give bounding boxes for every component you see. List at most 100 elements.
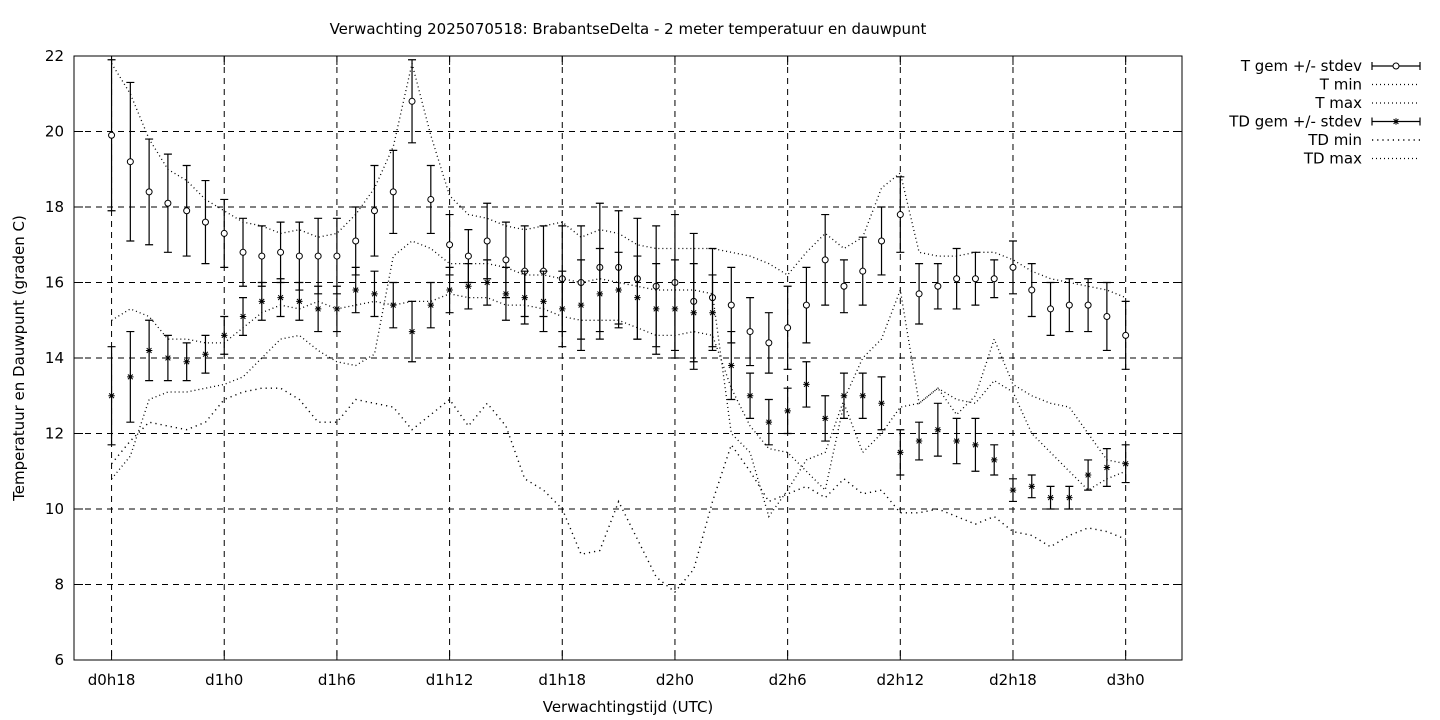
t-mean-point — [333, 252, 341, 260]
t-mean-point — [727, 301, 735, 309]
t-mean-point — [896, 211, 904, 219]
td-mean-point — [1103, 464, 1111, 471]
td-mean-point — [840, 392, 848, 399]
grid — [74, 56, 1182, 660]
t-mean-point — [145, 188, 153, 196]
legend-label: T max — [1314, 94, 1362, 112]
t-mean-point — [314, 252, 322, 260]
t-mean-point — [483, 237, 491, 245]
t-mean-point — [1103, 312, 1111, 320]
td-mean-point — [145, 347, 153, 354]
t-mean-point — [878, 237, 886, 245]
td-mean-point — [821, 415, 829, 422]
t-mean-point — [352, 237, 360, 245]
td-mean-point — [878, 400, 885, 407]
t-mean-point — [389, 188, 397, 196]
td-mean-point — [483, 279, 491, 286]
t-mean-point — [1047, 305, 1055, 313]
t-mean-point — [971, 275, 979, 283]
t-mean-point — [1084, 301, 1092, 309]
y-tick-label: 16 — [45, 274, 64, 292]
y-tick-label: 10 — [45, 500, 64, 518]
td-mean-point — [1122, 460, 1129, 467]
legend-label: T min — [1319, 76, 1362, 94]
td-mean-point — [859, 392, 866, 399]
td-mean-point — [803, 381, 810, 388]
data-markers — [107, 59, 1130, 510]
td-mean-point — [239, 313, 247, 320]
t-mean-point — [108, 131, 116, 139]
td-mean-point — [765, 418, 773, 426]
td-mean-point — [540, 298, 547, 305]
t-mean-point — [502, 256, 510, 264]
td-mean-point — [991, 456, 998, 464]
td-mean-point — [1047, 494, 1054, 501]
td-mean-point — [577, 301, 585, 309]
td-mean-point — [915, 437, 923, 445]
td-mean-point — [277, 294, 284, 301]
td-mean-point — [652, 305, 660, 313]
y-axis-label: Temperatuur en Dauwpunt (graden C) — [10, 215, 28, 502]
t-mean-point — [183, 207, 191, 215]
td-mean-point — [314, 305, 322, 313]
t-mean-point — [1065, 301, 1073, 309]
t-mean-point — [746, 328, 754, 336]
x-tick-label: d2h12 — [876, 671, 924, 689]
td-mean-point — [953, 437, 960, 445]
td-mean-point — [671, 305, 679, 313]
t-mean-point — [821, 256, 829, 264]
legend-marker — [1392, 118, 1400, 125]
td-mean-point — [465, 283, 472, 290]
legend-marker — [1392, 62, 1400, 70]
td-mean-point — [446, 286, 453, 294]
y-tick-label: 12 — [45, 425, 64, 443]
y-tick-label: 14 — [45, 349, 64, 367]
x-tick-label: d2h6 — [769, 671, 807, 689]
td-mean-point — [408, 328, 416, 335]
td-mean-point — [690, 309, 697, 316]
td-mean-point — [502, 290, 510, 298]
td-mean-point — [296, 298, 303, 305]
t-mean-point — [370, 207, 378, 215]
axis-ticks: 6 8 10 12 14 16 18 20 22 d0h18 d1h0 d1h6 d1h12 d1h18 d… — [45, 47, 1182, 689]
legend-label: T gem +/- stdev — [1240, 57, 1362, 75]
td-mean-point — [615, 286, 622, 294]
td-mean-point — [352, 286, 359, 294]
t-mean-point — [1122, 331, 1130, 339]
td-mean-point — [127, 373, 134, 381]
t-mean-point — [953, 275, 961, 283]
y-tick-label: 20 — [45, 123, 64, 141]
t-mean-point — [1028, 286, 1036, 294]
td-mean-point — [728, 362, 735, 369]
legend-label: TD min — [1307, 131, 1362, 149]
td-mean-point — [897, 449, 904, 456]
x-tick-label: d1h6 — [318, 671, 356, 689]
td-mean-point — [709, 309, 716, 316]
y-tick-label: 22 — [45, 47, 64, 65]
t-mean-point — [295, 252, 303, 260]
x-tick-label: d3h0 — [1107, 671, 1145, 689]
t-mean-point — [277, 248, 285, 256]
td-mean-point — [634, 294, 641, 301]
t-mean-point — [840, 282, 848, 290]
t-mean-point — [1009, 263, 1017, 271]
td-mean-point — [1084, 471, 1092, 479]
t-mean-point — [258, 252, 266, 260]
t-mean-point — [990, 275, 998, 283]
td-mean-point — [1009, 486, 1017, 494]
t-mean-point — [126, 158, 134, 166]
plot-frame — [73, 55, 1183, 661]
td-mean-point — [1066, 494, 1073, 501]
td-mean-point — [371, 290, 378, 298]
x-axis-label: Verwachtingstijd (UTC) — [543, 698, 714, 716]
td-mean-point — [934, 426, 942, 433]
x-tick-label: d1h18 — [538, 671, 586, 689]
td-mean-point — [258, 298, 265, 305]
y-tick-label: 8 — [54, 576, 64, 594]
td-mean-point — [427, 301, 435, 309]
td-mean-point — [972, 441, 979, 449]
t-mean-point — [934, 282, 942, 290]
td-mean-point — [164, 354, 172, 362]
